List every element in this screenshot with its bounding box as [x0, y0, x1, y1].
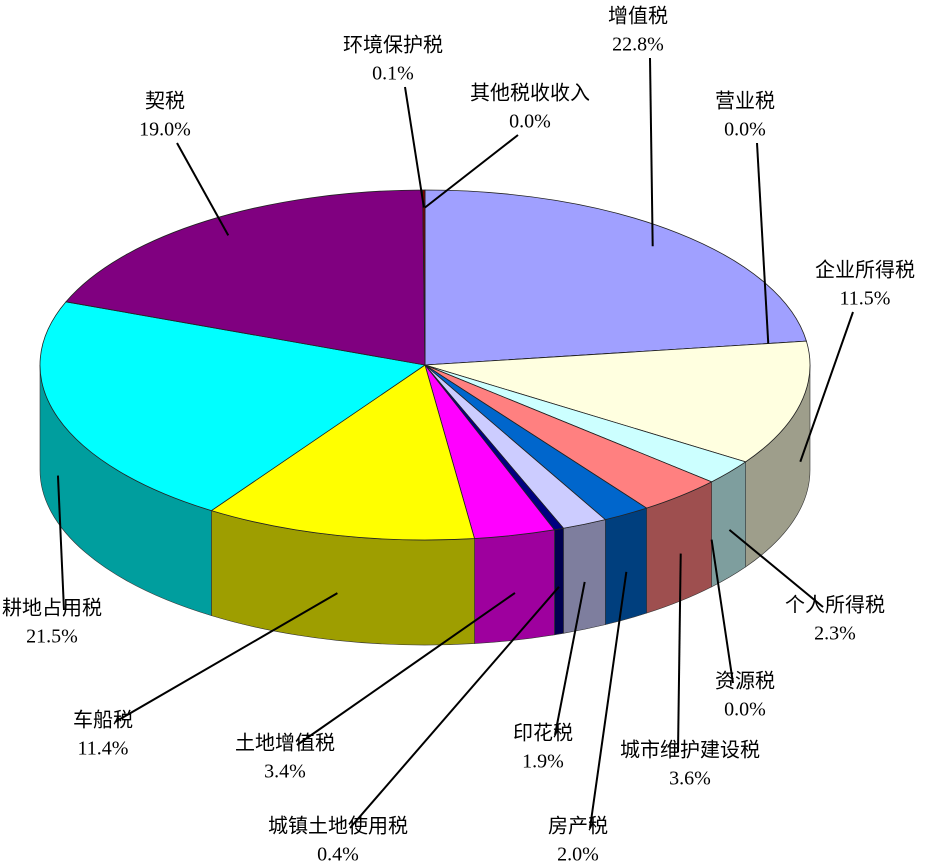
leader-line	[677, 553, 682, 753]
pie-slice	[65, 189, 426, 366]
leader-line	[710, 539, 734, 684]
category-label: 土地增值税	[235, 732, 335, 755]
value-label: 0.0%	[724, 699, 766, 721]
pie-slice	[424, 340, 811, 463]
value-label: 11.4%	[78, 738, 129, 760]
category-label: 个人所得税	[785, 594, 885, 617]
pie-tops	[39, 189, 811, 541]
leader-line	[649, 57, 654, 247]
value-label: 11.5%	[840, 288, 891, 310]
leader-line	[114, 592, 338, 723]
pie-sides	[39, 364, 811, 646]
category-label: 车船税	[73, 709, 133, 732]
leader-line	[424, 134, 519, 209]
value-label: 0.0%	[509, 111, 551, 133]
value-label: 3.4%	[264, 761, 306, 783]
value-label: 0.1%	[372, 63, 414, 85]
category-label: 契税	[145, 90, 185, 113]
leader-line	[404, 86, 425, 208]
category-label: 环境保护税	[343, 34, 443, 57]
category-label: 城镇土地使用税	[268, 815, 408, 838]
leader-line	[349, 586, 560, 829]
value-label: 3.6%	[669, 768, 711, 790]
value-label: 21.5%	[26, 626, 78, 648]
category-label: 房产税	[548, 815, 608, 838]
category-label: 城市维护建设税	[620, 739, 760, 762]
value-label: 2.0%	[557, 844, 599, 866]
leader-line	[728, 529, 824, 608]
labels: 增值税 22.8% 营业税 0.0% 企业所得税 11.5% 个人所得税 2.3% 资源税 0.0…	[2, 5, 915, 866]
leader-line	[176, 142, 230, 236]
category-label: 增值税	[608, 5, 668, 28]
value-label: 0.0%	[724, 119, 766, 141]
category-label: 企业所得税	[815, 259, 915, 282]
pie-side	[554, 527, 564, 636]
value-label: 1.9%	[522, 751, 564, 773]
pie-side	[563, 519, 606, 634]
leader-line	[799, 311, 854, 463]
value-label: 2.3%	[814, 623, 856, 645]
category-label: 资源税	[715, 670, 775, 693]
leader-line	[554, 581, 586, 736]
pie-slice	[424, 189, 807, 366]
value-label: 0.4%	[317, 844, 359, 866]
pie-slice	[39, 301, 427, 512]
leader-line	[296, 592, 516, 746]
category-label: 耕地占用税	[2, 597, 102, 620]
category-label: 其他税收收入	[470, 82, 590, 105]
leader-line	[56, 475, 65, 611]
pie-side	[605, 507, 647, 625]
category-label: 营业税	[715, 90, 775, 113]
leader-line	[756, 142, 770, 344]
value-label: 22.8%	[612, 34, 664, 56]
leader-line	[589, 571, 628, 829]
value-label: 19.0%	[139, 119, 191, 141]
pie-side	[474, 529, 555, 644]
category-label: 印花税	[513, 722, 573, 745]
pie-slice	[210, 364, 476, 541]
